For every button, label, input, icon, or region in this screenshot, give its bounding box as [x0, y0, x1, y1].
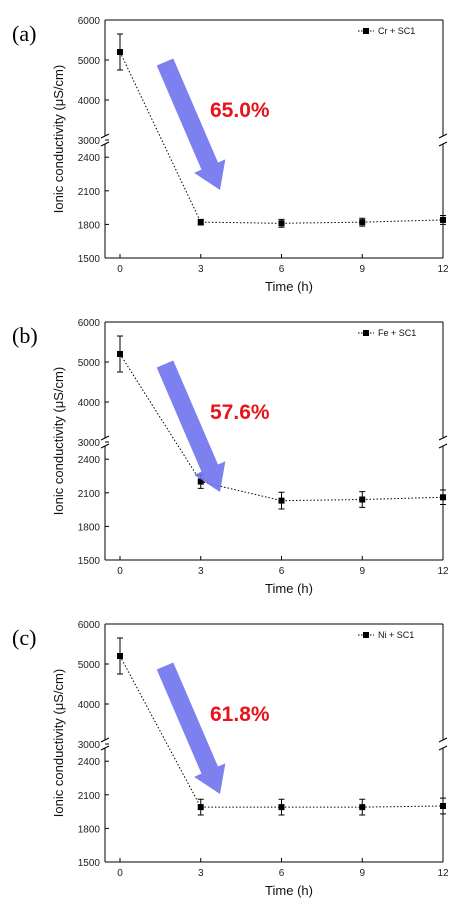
- y-tick-label: 3000: [78, 740, 101, 751]
- y-tick-label: 2100: [78, 791, 101, 802]
- axis-break-mark-right: [438, 435, 448, 449]
- x-axis-label: Time (h): [265, 279, 313, 294]
- data-point: [278, 497, 285, 504]
- y-tick-label: 2400: [78, 455, 101, 466]
- axis-break-mark-left: [100, 435, 110, 449]
- legend-marker: [363, 28, 369, 34]
- y-tick-label: 1800: [78, 522, 101, 533]
- y-axis-label: Ionic conductivity (μS/cm): [51, 669, 66, 817]
- y-axis-label: Ionic conductivity (μS/cm): [51, 65, 66, 213]
- legend-marker: [363, 330, 369, 336]
- decrease-arrow: [156, 662, 226, 794]
- data-point: [359, 219, 366, 226]
- legend-label: Fe + SC1: [378, 328, 416, 338]
- x-tick-label: 3: [198, 868, 204, 879]
- x-tick-label: 6: [279, 264, 285, 275]
- data-point: [197, 219, 204, 226]
- x-axis-label: Time (h): [265, 581, 313, 596]
- y-tick-label: 6000: [78, 318, 101, 329]
- data-point: [197, 478, 204, 485]
- y-tick-label: 3000: [78, 438, 101, 449]
- data-point: [359, 804, 366, 811]
- legend-marker: [363, 632, 369, 638]
- y-axis-label: Ionic conductivity (μS/cm): [51, 367, 66, 515]
- x-axis-label: Time (h): [265, 883, 313, 898]
- x-tick-label: 6: [279, 868, 285, 879]
- decrease-percentage-label: 57.6%: [210, 401, 270, 424]
- chart-panel-0: (a) 3000 4000 5000 6000 1500 1800 2100 2400 0 3 6 9 1…: [12, 16, 449, 294]
- x-tick-label: 12: [437, 868, 449, 879]
- x-tick-label: 3: [198, 566, 204, 577]
- y-tick-label: 2400: [78, 153, 101, 164]
- y-tick-label: 4000: [78, 96, 101, 107]
- data-point: [117, 653, 123, 659]
- y-tick-label: 2100: [78, 187, 101, 198]
- decrease-percentage-label: 61.8%: [210, 703, 270, 726]
- panel-label: (b): [12, 323, 38, 348]
- data-point: [117, 351, 123, 357]
- data-point: [117, 49, 123, 55]
- x-tick-label: 6: [279, 566, 285, 577]
- decrease-arrow: [156, 360, 226, 492]
- data-point: [440, 803, 446, 809]
- panel-label: (a): [12, 21, 36, 46]
- x-tick-label: 0: [117, 264, 123, 275]
- chart-panel-1: (b) 3000 4000 5000 6000 1500 1800 2100 2400 0 3 6 9 1…: [12, 318, 449, 596]
- data-point: [278, 804, 285, 811]
- decrease-arrow: [156, 58, 226, 190]
- data-point: [440, 494, 446, 501]
- data-point: [359, 496, 366, 503]
- y-tick-label: 1800: [78, 824, 101, 835]
- y-tick-label: 5000: [78, 660, 101, 671]
- y-tick-label: 2400: [78, 757, 101, 768]
- x-tick-label: 12: [437, 566, 449, 577]
- x-tick-label: 9: [359, 264, 365, 275]
- y-tick-label: 5000: [78, 358, 101, 369]
- axis-break-mark-right: [438, 737, 448, 751]
- y-tick-label: 5000: [78, 56, 101, 67]
- x-tick-label: 9: [359, 566, 365, 577]
- x-tick-label: 0: [117, 566, 123, 577]
- y-tick-label: 2100: [78, 489, 101, 500]
- x-tick-label: 9: [359, 868, 365, 879]
- x-tick-label: 3: [198, 264, 204, 275]
- axis-break-mark-left: [100, 133, 110, 147]
- y-tick-label: 4000: [78, 700, 101, 711]
- y-tick-label: 1800: [78, 220, 101, 231]
- y-tick-label: 1500: [78, 858, 101, 869]
- y-tick-label: 3000: [78, 136, 101, 147]
- y-tick-label: 4000: [78, 398, 101, 409]
- x-tick-label: 12: [437, 264, 449, 275]
- y-tick-label: 1500: [78, 254, 101, 265]
- legend-label: Cr + SC1: [378, 26, 415, 36]
- legend-label: Ni + SC1: [378, 630, 414, 640]
- data-point: [278, 220, 285, 227]
- panel-label: (c): [12, 625, 36, 650]
- y-tick-label: 6000: [78, 16, 101, 27]
- data-point: [197, 804, 204, 811]
- axis-break-mark-right: [438, 133, 448, 147]
- axis-break-mark-left: [100, 737, 110, 751]
- data-point: [440, 216, 446, 223]
- decrease-percentage-label: 65.0%: [210, 99, 270, 122]
- y-tick-label: 1500: [78, 556, 101, 567]
- x-tick-label: 0: [117, 868, 123, 879]
- chart-panel-2: (c) 3000 4000 5000 6000 1500 1800 2100 2400 0 3 6 9 1…: [12, 620, 449, 898]
- y-tick-label: 6000: [78, 620, 101, 631]
